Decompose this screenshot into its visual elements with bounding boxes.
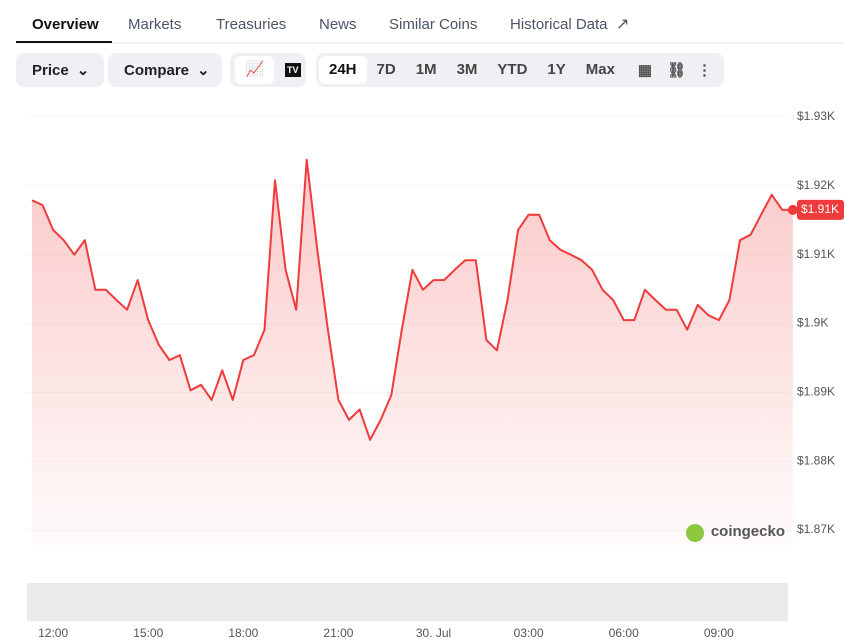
range-button[interactable]: Max	[585, 61, 615, 78]
range-button[interactable]: 1Y	[547, 61, 566, 78]
x-tick-label: 15:00	[133, 626, 163, 640]
range-group: 24H 7D 1M 3M YTD 1Y Max ▦ ⛓ ⋮	[316, 53, 724, 87]
x-tick-label: 21:00	[323, 626, 353, 640]
tab[interactable]: Overview	[32, 16, 99, 33]
more-icon[interactable]: ⋮	[697, 62, 712, 79]
chart-type-group: 📈 TV	[230, 53, 306, 87]
y-tick-label: $1.9K	[797, 316, 828, 330]
y-tick-label: $1.91K	[797, 247, 835, 261]
range-button[interactable]: 3M	[456, 61, 478, 78]
tab[interactable]: Markets	[128, 16, 182, 33]
range-button[interactable]: 24H	[319, 56, 367, 84]
tab[interactable]: News	[319, 16, 357, 33]
y-tick-label: $1.87K	[797, 522, 835, 536]
tab[interactable]: Similar Coins	[389, 16, 478, 33]
current-price-label: $1.91K	[801, 202, 839, 216]
calendar-icon[interactable]: ▦	[637, 62, 652, 79]
range-button[interactable]: YTD	[497, 61, 528, 78]
price-area	[32, 159, 793, 545]
range-button[interactable]: 1M	[415, 61, 437, 78]
tv-button[interactable]: TV	[285, 63, 301, 77]
watermark: coingecko	[711, 523, 785, 540]
y-tick-label: $1.89K	[797, 385, 835, 399]
x-tick-label: 09:00	[704, 626, 734, 640]
label: Compare	[124, 61, 190, 79]
x-tick-label: 30. Jul	[416, 626, 451, 640]
volume-band	[27, 583, 788, 621]
x-tick-label: 06:00	[609, 626, 639, 640]
line-chart-button[interactable]: 📈	[235, 56, 275, 84]
current-price-badge	[797, 199, 844, 220]
current-price-dot	[787, 204, 798, 215]
label: Price	[32, 61, 69, 79]
tab[interactable]: Treasuries	[216, 16, 287, 33]
chevron: ⌄	[76, 62, 90, 79]
range-button[interactable]: 7D	[376, 61, 396, 78]
y-tick-label: $1.88K	[797, 453, 835, 467]
x-tick-label: 18:00	[228, 626, 258, 640]
compare-button[interactable]: Compare ⌄	[108, 53, 222, 87]
y-tick-label: $1.93K	[797, 109, 835, 123]
price-line	[31, 158, 793, 441]
x-tick-label: 03:00	[514, 626, 544, 640]
tab[interactable]: Historical Data	[510, 16, 608, 33]
y-tick-label: $1.92K	[797, 178, 835, 192]
x-tick-label: 12:00	[38, 626, 68, 640]
chevron: ⌄	[197, 62, 210, 79]
price-button[interactable]: Price ⌄	[16, 53, 104, 87]
external-icon: ↗	[616, 16, 630, 33]
watermark-logo	[686, 524, 704, 542]
link-icon[interactable]: ⛓	[666, 62, 686, 79]
